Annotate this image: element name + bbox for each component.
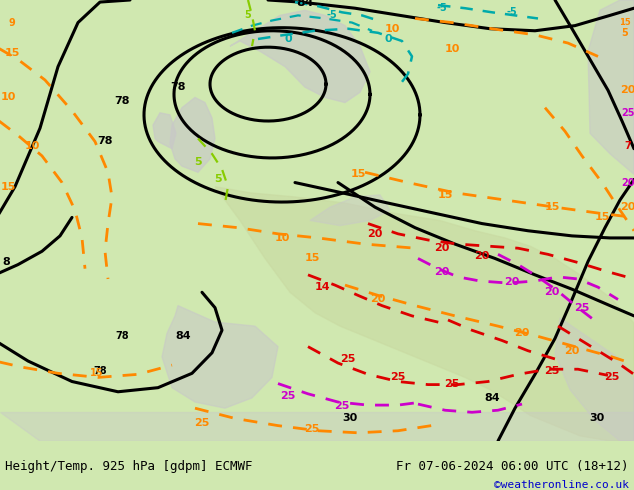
Text: 15: 15 xyxy=(304,253,320,264)
Text: 30: 30 xyxy=(342,414,358,423)
Text: 20: 20 xyxy=(514,328,529,338)
Text: 20: 20 xyxy=(504,277,520,287)
Text: 8: 8 xyxy=(2,257,10,267)
Text: -5: -5 xyxy=(437,3,448,13)
Text: 15: 15 xyxy=(351,170,366,179)
Text: 25: 25 xyxy=(280,391,295,401)
Text: 25: 25 xyxy=(621,108,634,118)
Text: 20: 20 xyxy=(474,251,489,261)
Text: 20: 20 xyxy=(434,267,450,277)
Polygon shape xyxy=(162,306,278,408)
Text: 0: 0 xyxy=(284,34,292,44)
Text: Fr 07-06-2024 06:00 UTC (18+12): Fr 07-06-2024 06:00 UTC (18+12) xyxy=(396,460,629,473)
Text: 15: 15 xyxy=(4,49,20,58)
Text: Height/Temp. 925 hPa [gdpm] ECMWF: Height/Temp. 925 hPa [gdpm] ECMWF xyxy=(5,460,252,473)
Text: 20: 20 xyxy=(621,177,634,188)
Text: 20: 20 xyxy=(545,287,560,297)
Text: 20: 20 xyxy=(367,229,383,239)
Polygon shape xyxy=(170,98,215,172)
Text: -5: -5 xyxy=(327,10,337,21)
Text: 25: 25 xyxy=(340,354,356,364)
Text: 14: 14 xyxy=(314,282,330,292)
Text: 30: 30 xyxy=(590,414,605,423)
Text: 5: 5 xyxy=(194,157,202,167)
Text: 20: 20 xyxy=(620,85,634,95)
Polygon shape xyxy=(230,10,370,102)
Text: ©weatheronline.co.uk: ©weatheronline.co.uk xyxy=(494,480,629,490)
Text: 78: 78 xyxy=(114,96,130,105)
Text: 5: 5 xyxy=(245,10,251,21)
Text: 78: 78 xyxy=(115,331,129,342)
Text: -5: -5 xyxy=(507,7,517,17)
Text: 10: 10 xyxy=(384,24,399,34)
Text: 25: 25 xyxy=(545,366,560,376)
Polygon shape xyxy=(0,412,634,441)
Text: 15: 15 xyxy=(0,182,16,192)
Text: 15: 15 xyxy=(545,202,560,212)
Text: 20: 20 xyxy=(370,294,385,304)
Text: 25: 25 xyxy=(194,417,210,428)
Text: 25: 25 xyxy=(391,372,406,382)
Text: 78: 78 xyxy=(97,136,113,146)
Text: 0: 0 xyxy=(384,34,392,44)
Polygon shape xyxy=(588,0,634,174)
Text: 25: 25 xyxy=(574,303,590,313)
Text: 10: 10 xyxy=(444,44,460,54)
Text: 10: 10 xyxy=(24,141,40,150)
Text: 5: 5 xyxy=(214,174,222,184)
Text: 10: 10 xyxy=(275,233,290,243)
Text: 20: 20 xyxy=(434,243,450,253)
Text: 5: 5 xyxy=(621,28,628,38)
Text: 10: 10 xyxy=(0,93,16,102)
Text: 15: 15 xyxy=(619,18,631,27)
Text: 25: 25 xyxy=(604,372,619,382)
Text: 20: 20 xyxy=(620,202,634,212)
Text: 78: 78 xyxy=(93,366,107,376)
Polygon shape xyxy=(310,195,390,225)
Text: 15: 15 xyxy=(90,368,104,378)
Text: 84: 84 xyxy=(175,331,191,342)
Text: 25: 25 xyxy=(444,379,460,389)
Polygon shape xyxy=(153,113,176,148)
Text: 15: 15 xyxy=(594,213,610,222)
Text: 25: 25 xyxy=(334,401,350,411)
Text: 9: 9 xyxy=(9,18,15,27)
Polygon shape xyxy=(215,187,634,441)
Text: 7: 7 xyxy=(624,141,631,150)
Text: 20: 20 xyxy=(564,346,579,356)
Text: 78: 78 xyxy=(171,82,186,92)
Text: 15: 15 xyxy=(437,190,453,200)
Text: 84: 84 xyxy=(296,0,314,8)
Polygon shape xyxy=(555,318,634,441)
Text: 25: 25 xyxy=(304,424,320,434)
Text: 84: 84 xyxy=(484,393,500,403)
